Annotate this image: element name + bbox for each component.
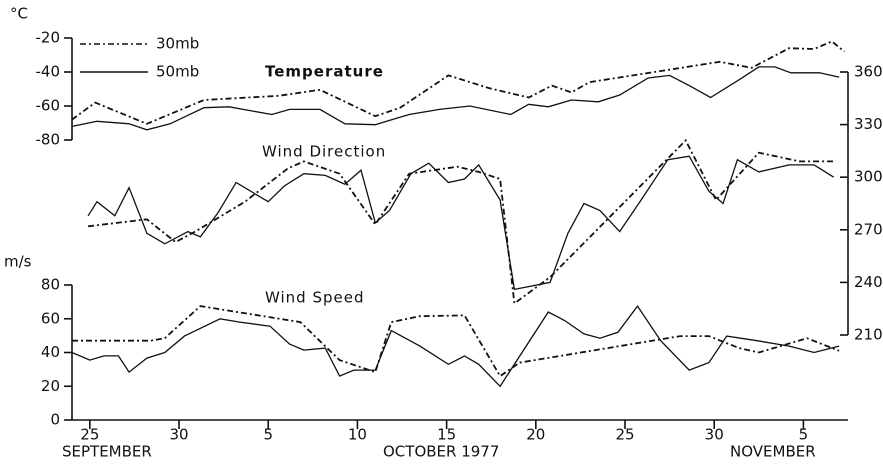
y-tick-label: 210° (854, 326, 883, 344)
y-tick-label: 60 (41, 309, 60, 327)
y-tick-label: 270° (854, 220, 883, 238)
y-tick-label: 330° (854, 115, 883, 133)
month-label: NOVEMBER (730, 443, 816, 461)
y-tick-label: -20 (36, 29, 61, 47)
x-tick-label: 25 (80, 426, 99, 444)
data-line (71, 304, 840, 388)
panel-title: Wind Speed (265, 289, 365, 307)
x-tick-label: 30 (705, 426, 724, 444)
legend-label: 50mb (156, 63, 199, 81)
x-tick-label: 15 (437, 426, 456, 444)
y-tick-label: -40 (36, 63, 61, 81)
panel-title: Wind Direction (262, 143, 386, 161)
y-axis-label: m/s (4, 253, 32, 271)
month-label: SEPTEMBER (62, 443, 152, 461)
x-tick-label: 10 (348, 426, 367, 444)
y-tick-label: -60 (36, 97, 61, 115)
x-tick-label: 25 (615, 426, 634, 444)
y-tick-label: 20 (41, 377, 60, 395)
x-tick-label: 5 (799, 426, 809, 444)
y-axis-label: °C (10, 5, 28, 23)
y-tick-label: 80 (41, 276, 60, 294)
data-line (71, 40, 845, 125)
month-label: OCTOBER 1977 (383, 443, 499, 461)
x-tick-label: 5 (263, 426, 273, 444)
y-tick-label: -80 (36, 131, 61, 149)
panel-title: Temperature (265, 63, 384, 81)
data-line (87, 155, 835, 291)
y-tick-label: 40 (41, 343, 60, 361)
data-line (72, 305, 840, 378)
x-tick-label: 20 (526, 426, 545, 444)
y-tick-label: 0 (50, 411, 60, 429)
x-tick-label: 30 (169, 426, 188, 444)
data-line (87, 138, 834, 306)
data-line (71, 66, 840, 131)
y-tick-label: 300° (854, 168, 883, 186)
legend-label: 30mb (156, 35, 199, 53)
y-tick-label: 360° (854, 63, 883, 81)
y-tick-label: 240° (854, 273, 883, 291)
